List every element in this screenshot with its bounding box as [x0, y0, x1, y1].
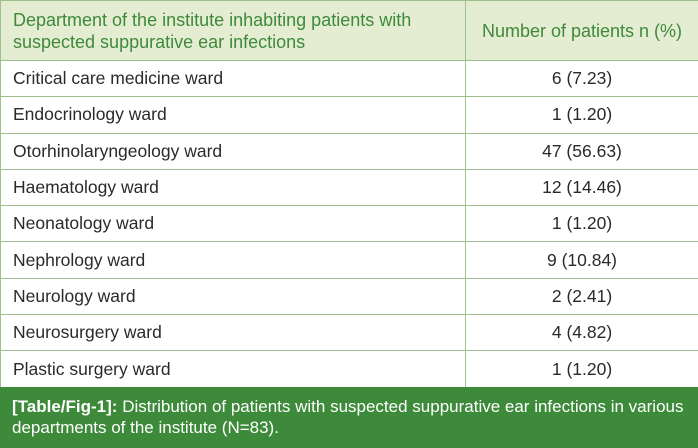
- patients-cell: 9 (10.84): [465, 241, 698, 279]
- department-cell: Neurology ward: [0, 277, 466, 316]
- table-row: Critical care medicine ward 6 (7.23): [0, 59, 698, 98]
- table-row: Otorhinolaryngeology ward 47 (56.63): [0, 132, 698, 170]
- caption-label: [Table/Fig-1]:: [12, 397, 118, 416]
- table-row: Nephrology ward 9 (10.84): [0, 241, 698, 279]
- department-cell: Critical care medicine ward: [0, 59, 466, 98]
- table-row: Haematology ward 12 (14.46): [0, 168, 698, 207]
- patients-cell: 2 (2.41): [465, 277, 698, 316]
- patients-cell: 12 (14.46): [465, 168, 698, 207]
- table-header-row: Department of the institute inhabiting p…: [0, 0, 698, 61]
- department-cell: Nephrology ward: [0, 241, 466, 279]
- table-row: Neurosurgery ward 4 (4.82): [0, 314, 698, 352]
- table-row: Endocrinology ward 1 (1.20): [0, 96, 698, 134]
- patients-cell: 1 (1.20): [465, 350, 698, 388]
- patients-cell: 6 (7.23): [465, 59, 698, 98]
- table-caption: [Table/Fig-1]: Distribution of patients …: [0, 387, 698, 448]
- department-cell: Endocrinology ward: [0, 96, 466, 134]
- patients-cell: 4 (4.82): [465, 314, 698, 352]
- header-number-of-patients: Number of patients n (%): [465, 0, 698, 61]
- table-row: Neurology ward 2 (2.41): [0, 277, 698, 316]
- patients-cell: 1 (1.20): [465, 96, 698, 134]
- patients-cell: 1 (1.20): [465, 205, 698, 243]
- department-cell: Neurosurgery ward: [0, 314, 466, 352]
- department-distribution-table: Department of the institute inhabiting p…: [0, 0, 698, 388]
- department-cell: Neonatology ward: [0, 205, 466, 243]
- patients-cell: 47 (56.63): [465, 132, 698, 170]
- department-cell: Otorhinolaryngeology ward: [0, 132, 466, 170]
- table-row: Neonatology ward 1 (1.20): [0, 205, 698, 243]
- department-cell: Plastic surgery ward: [0, 350, 466, 388]
- header-department: Department of the institute inhabiting p…: [0, 0, 466, 61]
- department-cell: Haematology ward: [0, 168, 466, 207]
- caption-text: Distribution of patients with suspected …: [12, 397, 684, 437]
- table-row: Plastic surgery ward 1 (1.20): [0, 350, 698, 388]
